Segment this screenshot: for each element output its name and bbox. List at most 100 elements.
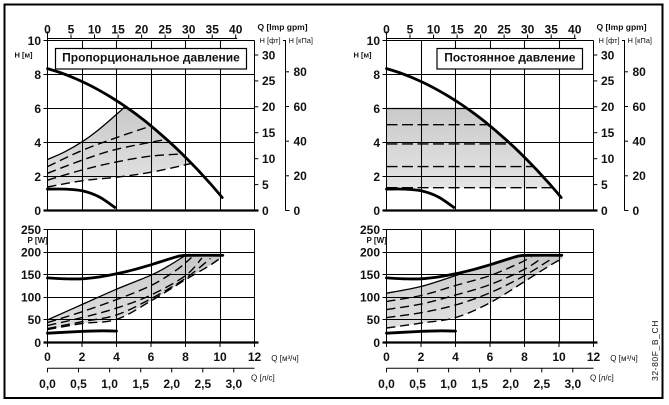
svg-text:0: 0 [44,350,51,364]
svg-text:1,5: 1,5 [471,377,488,391]
svg-text:200: 200 [360,245,380,259]
svg-text:10: 10 [28,34,42,48]
svg-text:40: 40 [568,23,582,37]
svg-text:50: 50 [367,313,381,327]
svg-text:0: 0 [373,204,380,218]
svg-text:15: 15 [601,126,615,140]
svg-text:Q [л/с]: Q [л/с] [251,373,275,382]
svg-text:50: 50 [28,313,42,327]
svg-text:35: 35 [545,23,559,37]
svg-text:100: 100 [360,291,380,305]
svg-text:1,0: 1,0 [440,377,457,391]
svg-text:8: 8 [34,68,41,82]
svg-text:H [фт]: H [фт] [260,36,281,45]
svg-text:10: 10 [427,23,441,37]
svg-text:20: 20 [262,100,276,114]
svg-text:25: 25 [601,74,615,88]
svg-text:30: 30 [601,48,615,62]
svg-text:8: 8 [182,350,189,364]
svg-text:15: 15 [262,126,276,140]
svg-text:30: 30 [521,23,535,37]
svg-text:Q [л/с]: Q [л/с] [590,373,614,382]
svg-text:Q [м³/ч]: Q [м³/ч] [271,354,298,363]
svg-text:8: 8 [373,68,380,82]
svg-text:2,5: 2,5 [194,377,211,391]
svg-text:25: 25 [158,23,172,37]
svg-text:6: 6 [373,102,380,116]
svg-text:30: 30 [262,48,276,62]
svg-text:150: 150 [360,268,380,282]
svg-text:2: 2 [79,350,86,364]
svg-text:8: 8 [521,350,528,364]
svg-text:150: 150 [21,268,41,282]
svg-text:20: 20 [135,23,149,37]
svg-text:10: 10 [552,350,566,364]
svg-text:5: 5 [407,23,414,37]
svg-text:12: 12 [248,350,262,364]
svg-text:0: 0 [383,23,390,37]
svg-text:0,0: 0,0 [378,377,395,391]
svg-text:Пропорциональное давление: Пропорциональное давление [62,50,240,64]
svg-text:Q [Imp gpm]: Q [Imp gpm] [258,22,308,32]
svg-text:4: 4 [452,350,459,364]
svg-text:10: 10 [88,23,102,37]
svg-text:Q [м³/ч]: Q [м³/ч] [610,354,637,363]
svg-text:2,0: 2,0 [502,377,519,391]
svg-text:10: 10 [262,152,276,166]
svg-text:3,0: 3,0 [564,377,581,391]
svg-text:0: 0 [383,350,390,364]
svg-text:10: 10 [367,34,381,48]
svg-text:2: 2 [418,350,425,364]
svg-text:250: 250 [360,223,380,237]
svg-text:25: 25 [262,74,276,88]
svg-text:4: 4 [113,350,120,364]
svg-text:200: 200 [21,245,41,259]
svg-text:40: 40 [633,135,647,149]
svg-text:3,0: 3,0 [225,377,242,391]
svg-text:0: 0 [294,204,301,218]
svg-text:0,0: 0,0 [39,377,56,391]
svg-text:P [W]: P [W] [28,236,49,245]
svg-text:60: 60 [294,100,308,114]
svg-text:6: 6 [148,350,155,364]
svg-text:1,5: 1,5 [132,377,149,391]
svg-text:2: 2 [373,170,380,184]
svg-text:0: 0 [34,336,41,350]
svg-text:0,5: 0,5 [409,377,426,391]
svg-text:0: 0 [633,204,640,218]
svg-text:0: 0 [601,204,608,218]
svg-text:100: 100 [21,291,41,305]
svg-text:250: 250 [21,223,41,237]
svg-text:12: 12 [587,350,601,364]
svg-text:H [кПа]: H [кПа] [628,36,653,45]
svg-text:5: 5 [601,178,608,192]
svg-text:15: 15 [450,23,464,37]
svg-text:32-80F_B_CH: 32-80F_B_CH [650,320,660,381]
svg-text:Q [Imp gpm]: Q [Imp gpm] [597,22,647,32]
svg-text:5: 5 [262,178,269,192]
svg-text:35: 35 [206,23,220,37]
svg-text:4: 4 [34,136,41,150]
svg-text:10: 10 [213,350,227,364]
svg-text:H [кПа]: H [кПа] [289,36,314,45]
svg-text:0: 0 [262,204,269,218]
svg-text:40: 40 [229,23,243,37]
svg-text:20: 20 [633,169,647,183]
svg-text:0: 0 [34,204,41,218]
svg-text:80: 80 [633,65,647,79]
svg-text:0: 0 [373,336,380,350]
svg-text:25: 25 [497,23,511,37]
svg-text:60: 60 [633,100,647,114]
svg-text:1,0: 1,0 [101,377,118,391]
svg-text:10: 10 [601,152,615,166]
svg-text:0: 0 [44,23,51,37]
svg-text:H [м]: H [м] [354,51,373,60]
svg-text:2: 2 [34,170,41,184]
svg-text:2,0: 2,0 [163,377,180,391]
svg-text:5: 5 [68,23,75,37]
svg-text:15: 15 [111,23,125,37]
svg-text:0,5: 0,5 [70,377,87,391]
svg-text:P [W]: P [W] [367,236,388,245]
svg-text:H [м]: H [м] [15,51,34,60]
svg-text:30: 30 [182,23,196,37]
